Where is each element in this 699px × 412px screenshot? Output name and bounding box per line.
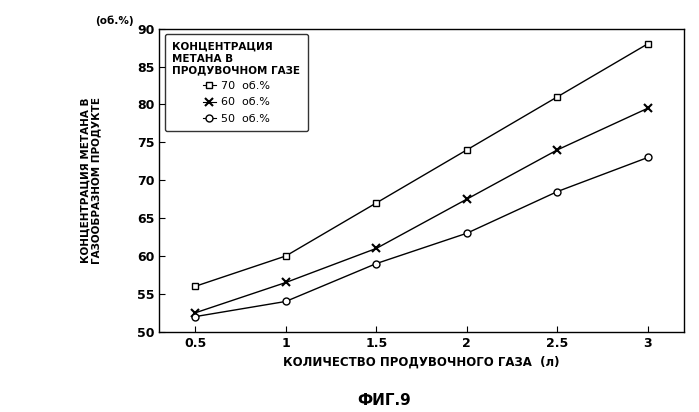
Text: (об.%): (об.%) <box>95 15 134 26</box>
Legend: 70  об.%, 60  об.%, 50  об.%: 70 об.%, 60 об.%, 50 об.% <box>165 34 308 131</box>
X-axis label: КОЛИЧЕСТВО ПРОДУВОЧНОГО ГАЗА  (л): КОЛИЧЕСТВО ПРОДУВОЧНОГО ГАЗА (л) <box>283 355 560 368</box>
Text: ФИГ.9: ФИГ.9 <box>358 393 411 408</box>
Text: КОНЦЕНТРАЦИЯ МЕТАНА В
ГАЗООБРАЗНОМ ПРОДУКТЕ: КОНЦЕНТРАЦИЯ МЕТАНА В ГАЗООБРАЗНОМ ПРОДУ… <box>80 97 101 264</box>
